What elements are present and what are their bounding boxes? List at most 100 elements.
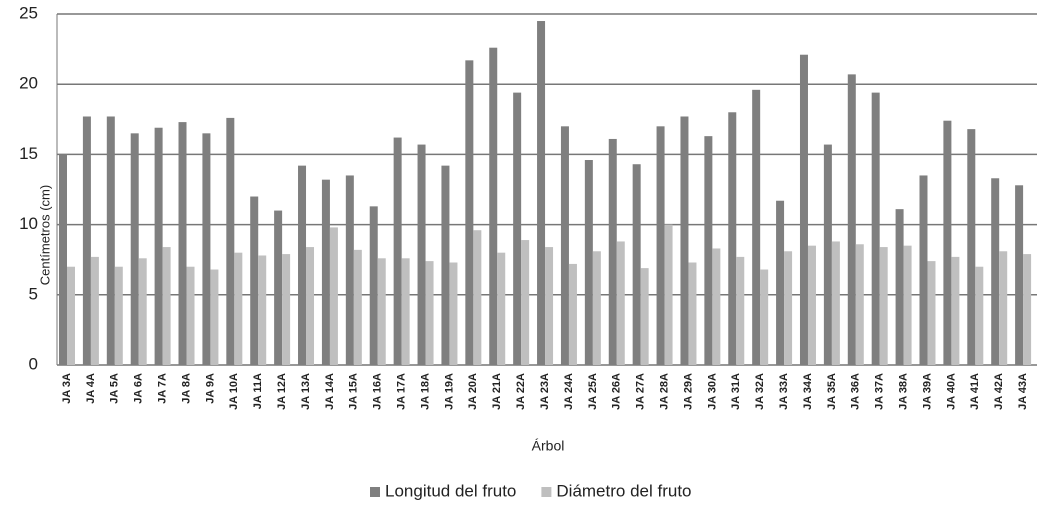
bar xyxy=(353,249,362,365)
x-tick-label: JA 10A xyxy=(228,373,240,410)
x-tick-label: JA 12A xyxy=(276,373,288,410)
x-tick-label: JA 28A xyxy=(658,373,670,410)
x-tick-label: JA 7A xyxy=(157,373,169,404)
bar xyxy=(345,175,354,365)
x-tick-label: JA 18A xyxy=(419,373,431,410)
bar xyxy=(306,247,315,365)
bar xyxy=(560,126,569,365)
bar xyxy=(752,89,761,365)
bar xyxy=(943,120,952,365)
bar xyxy=(67,266,75,365)
bar xyxy=(377,258,386,365)
bar xyxy=(465,60,474,365)
y-tick-label: 20 xyxy=(19,74,38,93)
x-tick-label: JA 13A xyxy=(300,373,312,410)
x-tick-label: JA 40A xyxy=(945,373,957,410)
bar xyxy=(138,258,147,365)
bar xyxy=(616,241,625,365)
bar xyxy=(521,240,530,365)
bar xyxy=(855,244,864,365)
x-tick-label: JA 16A xyxy=(372,373,384,410)
x-tick-label: JA 29A xyxy=(682,373,694,410)
bar xyxy=(1023,254,1032,365)
x-tick-label: JA 9A xyxy=(204,373,216,404)
x-tick-label: JA 39A xyxy=(921,373,933,410)
bar xyxy=(568,263,577,365)
x-tick-label: JA 30A xyxy=(706,373,718,410)
bar xyxy=(321,179,330,365)
bar xyxy=(592,251,601,365)
x-tick-label: JA 43A xyxy=(1017,373,1029,410)
legend-swatch xyxy=(541,487,552,497)
x-tick-label: JA 17A xyxy=(396,373,408,410)
bar xyxy=(1015,185,1024,365)
bar xyxy=(975,266,984,365)
x-tick-label: JA 6A xyxy=(133,373,145,404)
y-tick-label: 10 xyxy=(19,214,38,233)
x-axis-title: Árbol xyxy=(532,438,565,454)
bar xyxy=(728,112,737,365)
bar xyxy=(608,138,617,365)
legend-label: Diámetro del fruto xyxy=(556,481,691,500)
bar xyxy=(106,116,115,365)
x-tick-label: JA 4A xyxy=(85,373,97,404)
plot: 0 5 10 15 20 25 JA 3A JA 4A JA 5A JA 6A JA 7A JA 8A… xyxy=(19,3,1037,500)
bar xyxy=(282,254,291,365)
bar xyxy=(234,252,243,365)
x-tick-label: JA 5A xyxy=(109,373,121,404)
bar xyxy=(712,248,721,365)
bar xyxy=(489,47,498,366)
x-tick-label: JA 38A xyxy=(897,373,909,410)
x-tick-label: JA 23A xyxy=(539,373,551,410)
bar xyxy=(82,116,91,365)
bar xyxy=(879,247,888,365)
x-tick-label: JA 15A xyxy=(348,373,360,410)
x-tick-label: JA 20A xyxy=(467,373,479,410)
x-tick-label: JA 34A xyxy=(802,373,814,410)
bar xyxy=(919,175,928,365)
bar xyxy=(441,165,450,365)
bar xyxy=(871,92,880,366)
bar xyxy=(210,269,219,365)
x-tick-label: JA 35A xyxy=(826,373,838,410)
bar xyxy=(831,241,840,365)
x-tick-label: JA 8A xyxy=(180,373,192,404)
bar xyxy=(90,256,99,365)
bar xyxy=(274,210,283,365)
x-tick-label: JA 36A xyxy=(850,373,862,410)
bar xyxy=(799,54,808,365)
bar xyxy=(449,262,458,365)
y-tick-label: 25 xyxy=(19,3,38,22)
x-tick-label: JA 26A xyxy=(611,373,623,410)
bar xyxy=(114,266,123,365)
bar xyxy=(688,262,697,365)
bar xyxy=(537,21,546,366)
bar xyxy=(417,144,426,365)
x-tick-label: JA 24A xyxy=(563,373,575,410)
y-tick-label: 15 xyxy=(19,144,38,163)
bar xyxy=(847,74,856,365)
bar xyxy=(664,224,673,365)
bar xyxy=(226,117,235,365)
bar xyxy=(736,256,745,365)
bar xyxy=(497,252,506,365)
bar xyxy=(784,251,793,365)
y-axis-title: Centímetros (cm) xyxy=(37,185,52,285)
bar xyxy=(154,127,163,365)
bar xyxy=(640,268,649,365)
bar xyxy=(545,247,554,365)
bar xyxy=(425,261,434,365)
bar xyxy=(776,200,785,365)
x-tick-label: JA 25A xyxy=(587,373,599,410)
legend-swatch xyxy=(370,487,380,497)
x-tick-label: JA 31A xyxy=(730,373,742,410)
bar xyxy=(202,133,211,365)
bar xyxy=(178,122,187,365)
bar xyxy=(895,209,904,365)
y-tick-label: 0 xyxy=(29,354,38,373)
x-tick-label: JA 14A xyxy=(324,373,336,410)
bar xyxy=(584,160,593,365)
bar xyxy=(760,269,769,365)
bar xyxy=(473,230,482,365)
bar xyxy=(369,206,378,365)
